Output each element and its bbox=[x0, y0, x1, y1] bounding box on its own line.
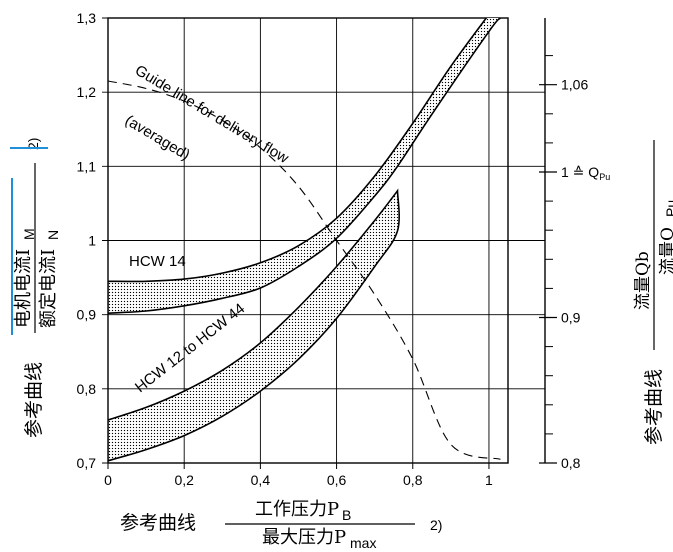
y-right-axis: 0,8 0,9 1 ≙ QPu 1,06 bbox=[539, 18, 610, 471]
y-left-tick-label: 1 bbox=[88, 233, 96, 249]
y-right-prefix: 参考曲线 bbox=[643, 369, 665, 445]
y-left-footnote: 2) bbox=[25, 138, 41, 150]
y-left-tick-label: 0,7 bbox=[77, 455, 97, 471]
band-hcw-14 bbox=[108, 18, 502, 315]
y-left-tick-labels: 0,7 0,8 0,9 1 1,1 1,2 1,3 bbox=[77, 10, 97, 471]
curve-bands bbox=[108, 18, 502, 462]
x-axis-prefix: 参考曲线 bbox=[120, 512, 196, 534]
x-tick-label: 0,6 bbox=[327, 472, 347, 488]
y-right-denominator: 流量Q bbox=[658, 227, 673, 275]
guide-line bbox=[108, 80, 501, 460]
x-tick-label: 0,2 bbox=[174, 472, 194, 488]
x-axis-footnote: 2) bbox=[430, 517, 442, 533]
y-left-tick-label: 1,3 bbox=[77, 10, 97, 26]
x-axis-denominator: 最大压力P bbox=[262, 527, 346, 548]
series-label-hcw14: HCW 14 bbox=[129, 253, 186, 270]
y-left-tick-label: 1,2 bbox=[77, 84, 97, 100]
right-tick-label: 0,8 bbox=[561, 455, 581, 471]
x-tick-label: 0 bbox=[104, 472, 112, 488]
y-left-denominator: 额定电流I bbox=[38, 249, 59, 328]
guide-line-label-averaged: (averaged) bbox=[122, 112, 193, 164]
guide-line-path bbox=[108, 80, 501, 460]
x-axis-numerator: 工作压力P bbox=[255, 499, 339, 520]
y-left-axis-title: 参考曲线 电机电流I M 额定电流I N 2) bbox=[13, 138, 61, 438]
y-right-axis-title: 参考曲线 流量Qb 流量Q Pu bbox=[633, 140, 673, 445]
y-left-prefix: 参考曲线 bbox=[23, 362, 45, 438]
x-axis-denominator-sub: max bbox=[350, 535, 376, 551]
x-tick-label: 0,4 bbox=[251, 472, 271, 488]
right-tick-label: 1,06 bbox=[561, 77, 588, 93]
right-tick-label: 0,9 bbox=[561, 310, 581, 326]
band-hcw-12-to-hcw-44 bbox=[108, 188, 400, 462]
y-left-tick-label: 1,1 bbox=[77, 158, 97, 174]
x-tick-labels: 0 0,2 0,4 0,6 0,8 1 bbox=[104, 472, 493, 488]
x-tick-label: 1 bbox=[485, 472, 493, 488]
y-left-tick-label: 0,9 bbox=[77, 307, 97, 323]
y-left-numerator-sub: M bbox=[21, 228, 37, 240]
y-right-denominator-sub: Pu bbox=[663, 200, 673, 217]
y-right-numerator: 流量Qb bbox=[633, 251, 653, 310]
x-axis-numerator-sub: B bbox=[342, 507, 351, 523]
x-tick-label: 0,8 bbox=[403, 472, 423, 488]
right-tick-label: 1 ≙ QPu bbox=[561, 164, 610, 182]
y-left-denominator-sub: N bbox=[45, 230, 61, 240]
x-axis-title: 参考曲线 工作压力P B 最大压力P max 2) bbox=[120, 499, 442, 551]
guide-line-label: Guide line for delivery flow bbox=[132, 62, 292, 167]
y-left-tick-label: 0,8 bbox=[77, 381, 97, 397]
y-left-numerator: 电机电流I bbox=[13, 249, 34, 328]
